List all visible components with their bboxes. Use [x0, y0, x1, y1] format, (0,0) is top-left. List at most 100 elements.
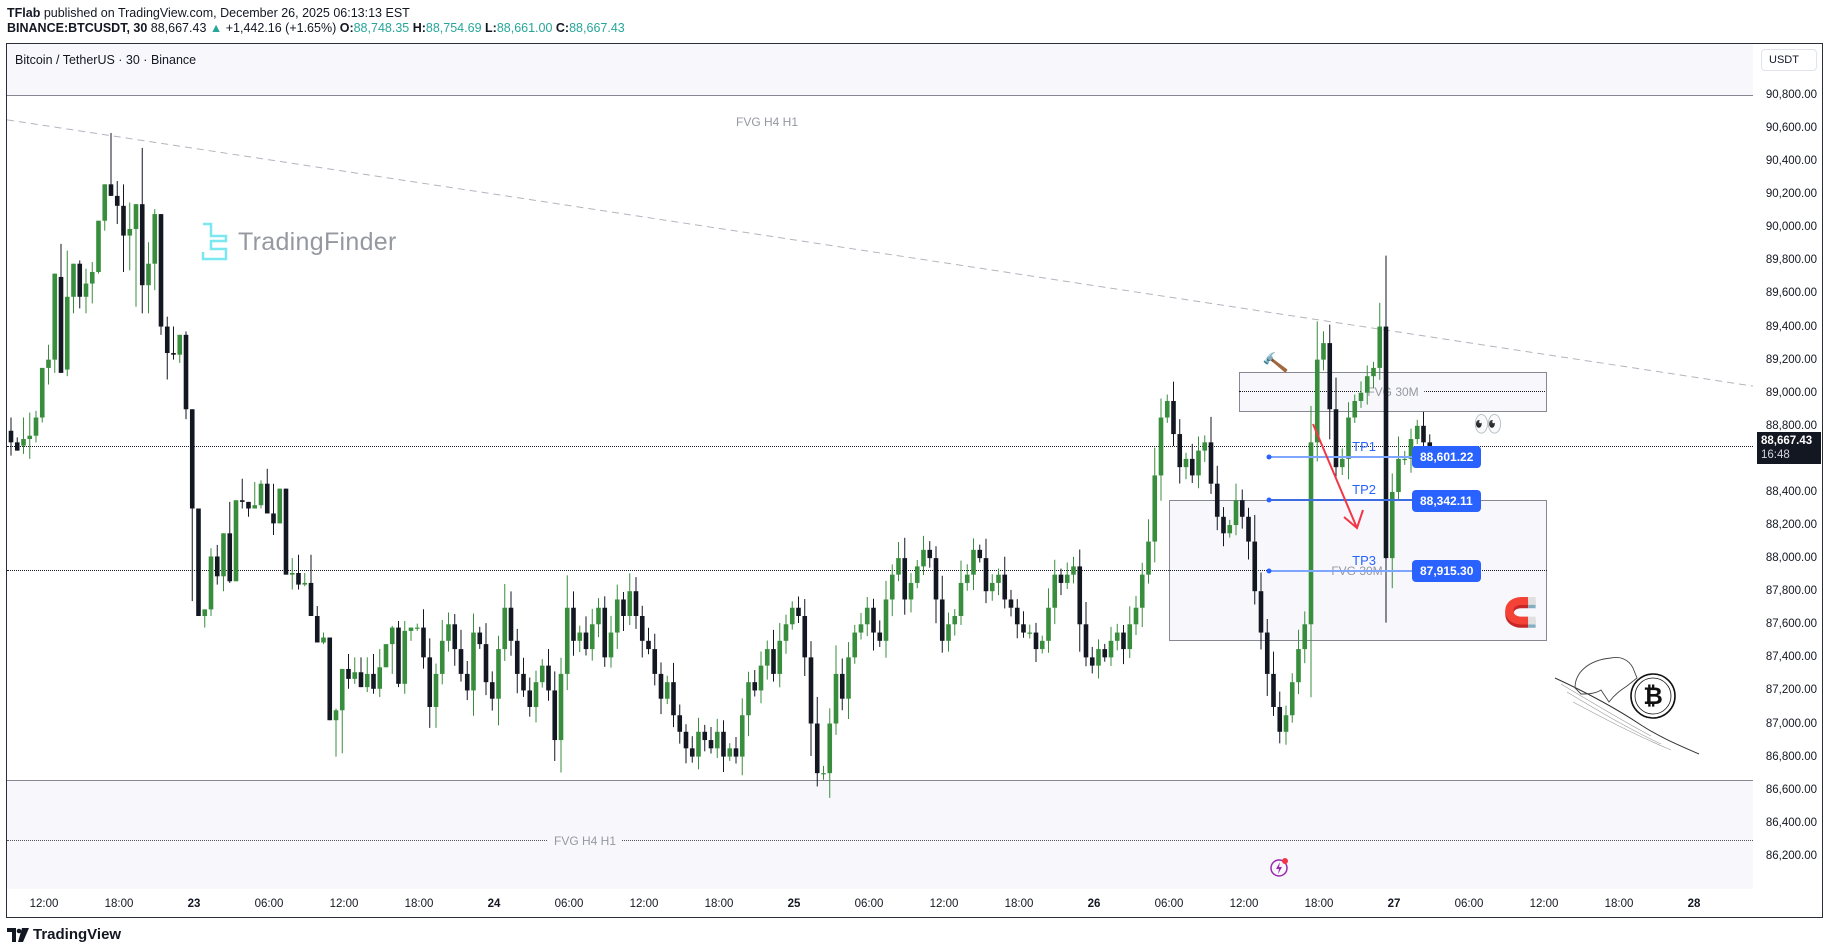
- fvg-30m-lower-midline: [7, 570, 1547, 571]
- time-tick-label: 06:00: [854, 898, 884, 910]
- tp2-price-badge: 88,342.11: [1412, 490, 1481, 512]
- tradingview-logo-text: TradingView: [33, 926, 122, 943]
- publication-line: TFlab published on TradingView.com, Dece…: [7, 6, 410, 20]
- price-tick-label: 88,000.00: [1765, 552, 1817, 565]
- publication-text: published on TradingView.com, December 2…: [40, 6, 410, 20]
- lightning-alert-icon[interactable]: [1269, 856, 1291, 878]
- symbol-name[interactable]: BINANCE:BTCUSDT, 30: [7, 21, 148, 35]
- low-label: L:: [485, 21, 497, 35]
- price-tick-label: 87,800.00: [1765, 585, 1817, 598]
- price-tick-label: 89,600.00: [1765, 287, 1817, 300]
- watermark-text: TradingFinder: [238, 227, 397, 256]
- open-label: O:: [339, 21, 354, 35]
- price-tick-label: 86,800.00: [1765, 750, 1817, 763]
- time-tick-label: 18:00: [404, 898, 434, 910]
- candlestick-series: [7, 119, 1753, 798]
- close-value: 88,667.43: [569, 21, 625, 35]
- time-tick-label: 26: [1087, 898, 1101, 910]
- chart-frame: Bitcoin / TetherUS · 30 · Binance FVG H4…: [6, 43, 1823, 918]
- price-tick-label: 90,000.00: [1765, 221, 1817, 234]
- price-tick-label: 88,800.00: [1765, 419, 1817, 432]
- fvg-h4h1-bottom-midline: [7, 840, 1753, 841]
- time-tick-label: 06:00: [254, 898, 284, 910]
- time-tick-label: 24: [487, 898, 501, 910]
- price-tick-label: 89,200.00: [1765, 353, 1817, 366]
- time-tick-label: 12:00: [929, 898, 959, 910]
- fvg-h4h1-top-zone: [7, 44, 1753, 96]
- time-tick-label: 12:00: [1529, 898, 1559, 910]
- fvg-h4h1-top-label: FVG H4 H1: [735, 115, 799, 129]
- price-tick-label: 86,200.00: [1765, 849, 1817, 862]
- symbol-legend: BINANCE:BTCUSDT, 30 88,667.43 ▲ +1,442.1…: [7, 21, 625, 35]
- price-axis[interactable]: USDT 88,667.43 16:48 90,800.00 90,600.00 9…: [1753, 44, 1822, 916]
- open-value: 88,748.35: [353, 21, 410, 35]
- legend-last-price: 88,667.43: [150, 21, 207, 35]
- author-name[interactable]: TFlab: [7, 6, 41, 20]
- fvg-h4h1-bottom-zone: [7, 780, 1753, 889]
- tradingview-logo[interactable]: TradingView: [7, 926, 121, 943]
- magnet-icon[interactable]: 🧲: [1503, 597, 1538, 628]
- price-tick-label: 90,400.00: [1765, 155, 1817, 168]
- price-tick-label: 89,800.00: [1765, 254, 1817, 267]
- tp3-anchor-icon[interactable]: [1266, 568, 1272, 574]
- chart-plot-area[interactable]: Bitcoin / TetherUS · 30 · Binance FVG H4…: [7, 44, 1753, 889]
- price-tick-label: 89,400.00: [1765, 320, 1817, 333]
- time-tick-label: 28: [1687, 898, 1701, 910]
- fvg-30m-upper-label: FVG 30M: [1361, 385, 1425, 399]
- currency-selector[interactable]: USDT: [1761, 49, 1817, 71]
- time-tick-label: 06:00: [554, 898, 584, 910]
- tp2-line[interactable]: [1269, 499, 1419, 501]
- close-label: C:: [555, 21, 570, 35]
- current-price-line: [7, 446, 1753, 447]
- time-tick-label: 12:00: [29, 898, 59, 910]
- tradingview-logo-icon: [7, 927, 29, 942]
- time-axis[interactable]: 12:00 18:00 23 06:00 12:00 18:00 24 06:00 12:00 1…: [7, 889, 1753, 917]
- tp2-label: TP2: [1352, 482, 1376, 497]
- time-tick-label: 18:00: [1604, 898, 1634, 910]
- last-price-label: 88,667.43 16:48: [1757, 432, 1821, 464]
- price-tick-label: 86,600.00: [1765, 783, 1817, 796]
- time-tick-label: 27: [1387, 898, 1401, 910]
- high-label: H:: [412, 21, 426, 35]
- price-tick-label: 87,600.00: [1765, 618, 1817, 631]
- tradingfinder-logo-icon: [201, 222, 228, 261]
- price-tick-label: 90,800.00: [1765, 89, 1817, 101]
- last-price-value: 88,667.43: [1761, 435, 1813, 447]
- price-tick-label: 86,400.00: [1765, 816, 1817, 829]
- time-tick-label: 06:00: [1154, 898, 1184, 910]
- hammer-icon[interactable]: 🔨: [1261, 350, 1290, 377]
- low-value: 88,661.00: [496, 21, 553, 35]
- descending-trendline[interactable]: [7, 119, 1753, 387]
- time-tick-label: 23: [187, 898, 201, 910]
- price-tick-label: 90,600.00: [1765, 122, 1817, 135]
- time-tick-label: 18:00: [704, 898, 734, 910]
- legend-change: +1,442.16 (+1.65%): [225, 21, 337, 35]
- bar-countdown: 16:48: [1761, 449, 1790, 461]
- tp3-line[interactable]: [1269, 570, 1419, 572]
- price-tick-label: 87,200.00: [1765, 684, 1817, 697]
- up-triangle-icon: ▲: [209, 21, 223, 35]
- price-tick-label: 90,200.00: [1765, 188, 1817, 201]
- tp3-price-badge: 87,915.30: [1412, 560, 1482, 582]
- tradingfinder-watermark: TradingFinder: [200, 222, 397, 262]
- eyes-icon[interactable]: 👀: [1473, 411, 1503, 438]
- price-tick-label: 88,400.00: [1765, 485, 1817, 498]
- tp2-anchor-icon[interactable]: [1266, 497, 1272, 503]
- pane-title: Bitcoin / TetherUS · 30 · Binance: [15, 53, 197, 67]
- time-tick-label: 12:00: [329, 898, 359, 910]
- bear-bitcoin-illustration: ₿: [1554, 657, 1700, 755]
- time-tick-label: 18:00: [1304, 898, 1334, 910]
- tp1-line[interactable]: [1269, 456, 1419, 458]
- tp1-anchor-icon[interactable]: [1266, 454, 1272, 460]
- tp1-price-badge: 88,601.22: [1412, 446, 1482, 468]
- svg-text:₿: ₿: [1643, 682, 1663, 710]
- time-tick-label: 18:00: [1004, 898, 1034, 910]
- bearish-arrow-icon[interactable]: [1307, 420, 1377, 540]
- time-tick-label: 18:00: [104, 898, 134, 910]
- fvg-h4h1-bottom-label: FVG H4 H1: [547, 834, 623, 848]
- price-tick-label: 88,200.00: [1765, 519, 1817, 532]
- tp3-label: TP3: [1352, 553, 1376, 568]
- tp1-label: TP1: [1352, 439, 1376, 454]
- high-value: 88,754.69: [425, 21, 482, 35]
- time-tick-label: 12:00: [1229, 898, 1259, 910]
